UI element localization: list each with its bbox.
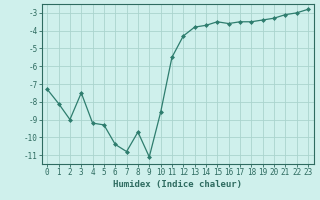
X-axis label: Humidex (Indice chaleur): Humidex (Indice chaleur) [113,180,242,189]
